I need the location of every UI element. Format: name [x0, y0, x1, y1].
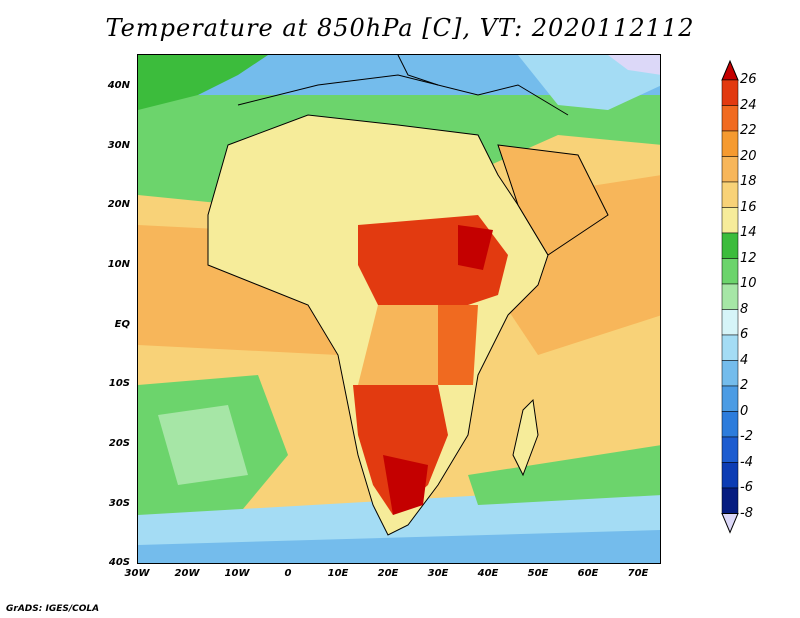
light-green-south-atlantic	[158, 405, 248, 485]
colorbar-swatch	[721, 258, 739, 285]
map-panel	[137, 54, 661, 564]
lon-label-60e: 60E	[577, 568, 599, 579]
europe-border	[397, 55, 439, 86]
lat-label-40s: 40S	[108, 557, 130, 568]
warm-region-congo	[358, 305, 438, 385]
colorbar-swatch	[721, 207, 739, 234]
green-south-indian	[468, 445, 660, 505]
lat-label-40n: 40N	[107, 80, 130, 91]
green-patch-nw	[138, 55, 268, 110]
lat-label-10s: 10S	[108, 378, 130, 389]
colorbar-label: 24	[740, 97, 757, 113]
colorbar-label: 8	[740, 301, 749, 317]
colorbar-label: 6	[740, 327, 749, 342]
colorbar-label: 0	[740, 403, 749, 419]
colorbar-swatches	[721, 59, 739, 534]
lon-label-10w: 10W	[224, 568, 250, 579]
colorbar-label: 26	[740, 72, 757, 87]
madagascar	[512, 398, 539, 477]
colorbar-label: 14	[740, 225, 757, 240]
colorbar-swatch	[721, 232, 739, 259]
colorbar-swatch	[721, 411, 739, 438]
colorbar-swatch	[721, 105, 739, 132]
lat-label-20n: 20N	[107, 199, 130, 210]
colorbar-swatch	[721, 181, 739, 208]
colorbar-label: 2	[740, 378, 749, 393]
lon-label-10e: 10E	[327, 568, 349, 579]
temperature-field	[138, 55, 660, 563]
map-title: Temperature at 850hPa [C], VT: 202011211…	[105, 14, 695, 42]
colorbar-swatch	[721, 385, 739, 412]
colorbar-label: 10	[740, 276, 757, 291]
colorbar-label: -6	[740, 480, 753, 495]
colorbar-swatch	[721, 283, 739, 310]
colorbar-bottom-arrow	[721, 513, 739, 534]
colorbar-label: 4	[740, 352, 749, 368]
colorbar-swatch	[721, 360, 739, 387]
lat-label-30n: 30N	[107, 140, 130, 151]
colorbar-top-arrow	[721, 59, 739, 81]
colorbar-swatch	[721, 334, 739, 361]
lon-label-20e: 20E	[377, 568, 399, 579]
cold-patch-ne	[608, 55, 660, 75]
cool-patch-ne	[518, 55, 660, 110]
lon-label-40e: 40E	[477, 568, 499, 579]
lat-label-eq: EQ	[114, 319, 130, 330]
lon-label-30w: 30W	[124, 568, 150, 579]
colorbar-swatch	[721, 130, 739, 157]
lon-label-50e: 50E	[527, 568, 549, 579]
lon-label-0: 0	[284, 568, 292, 579]
colorbar-label: 12	[740, 250, 757, 266]
credit-text: GrADS: IGES/COLA	[6, 604, 100, 614]
colorbar-label: 20	[740, 148, 757, 164]
lon-label-20w: 20W	[174, 568, 200, 579]
colorbar-label: -2	[740, 429, 753, 444]
colorbar-swatch	[721, 79, 739, 106]
lon-label-70e: 70E	[627, 568, 649, 579]
colorbar-label: -8	[740, 505, 753, 521]
lat-label-20s: 20S	[108, 438, 130, 449]
lon-label-30e: 30E	[427, 568, 449, 579]
colorbar-swatch	[721, 309, 739, 336]
colorbar-swatch	[721, 487, 739, 514]
colorbar-label: -4	[740, 454, 753, 470]
colorbar-swatch	[721, 462, 739, 489]
colorbar-swatch	[721, 156, 739, 183]
colder-band-south	[138, 530, 660, 563]
colorbar-label: 16	[740, 199, 757, 215]
arabian-peninsula	[497, 144, 609, 256]
lat-label-30s: 30S	[108, 498, 130, 509]
hottest-region-south	[383, 455, 428, 515]
hottest-region-east	[458, 225, 493, 270]
colorbar-label: 22	[740, 123, 757, 138]
colorbar-swatch	[721, 436, 739, 463]
colorbar-label: 18	[740, 174, 757, 189]
lat-label-10n: 10N	[107, 259, 130, 270]
warm-region-rift	[438, 305, 478, 385]
